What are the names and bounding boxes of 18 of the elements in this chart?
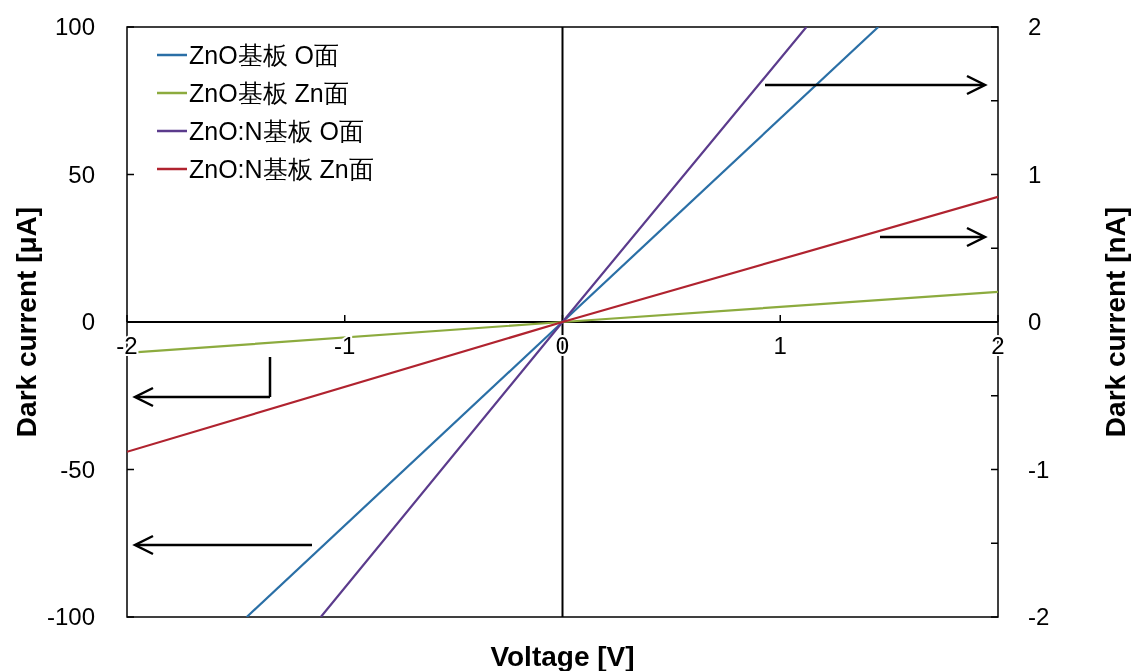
y2-tick-label: -2 [1028, 603, 1050, 630]
y-tick-label: -50 [60, 455, 95, 483]
legend-label: ZnO基板 Zn面 [189, 79, 349, 107]
legend-label: ZnO:N基板 O面 [189, 117, 365, 145]
legend-label: ZnO:N基板 Zn面 [189, 155, 374, 183]
y-tick-label: 100 [54, 13, 95, 40]
x-tick-label: 1 [773, 332, 787, 359]
y-tick-label: -100 [46, 603, 95, 630]
y2-tick-label: 1 [1028, 160, 1042, 188]
y2-tick-label: 2 [1028, 13, 1042, 40]
y2-tick-label: 0 [1028, 308, 1042, 335]
y2-tick-label: -1 [1028, 455, 1050, 483]
y-axis-title: Dark current [μA] [11, 206, 42, 438]
y-tick-label: 0 [81, 308, 95, 335]
x-tick-label: -1 [334, 332, 356, 359]
y-tick-label: 50 [68, 160, 95, 188]
legend-label: ZnO基板 O面 [189, 41, 340, 69]
y2-axis-title: Dark current [nA] [1100, 206, 1131, 438]
